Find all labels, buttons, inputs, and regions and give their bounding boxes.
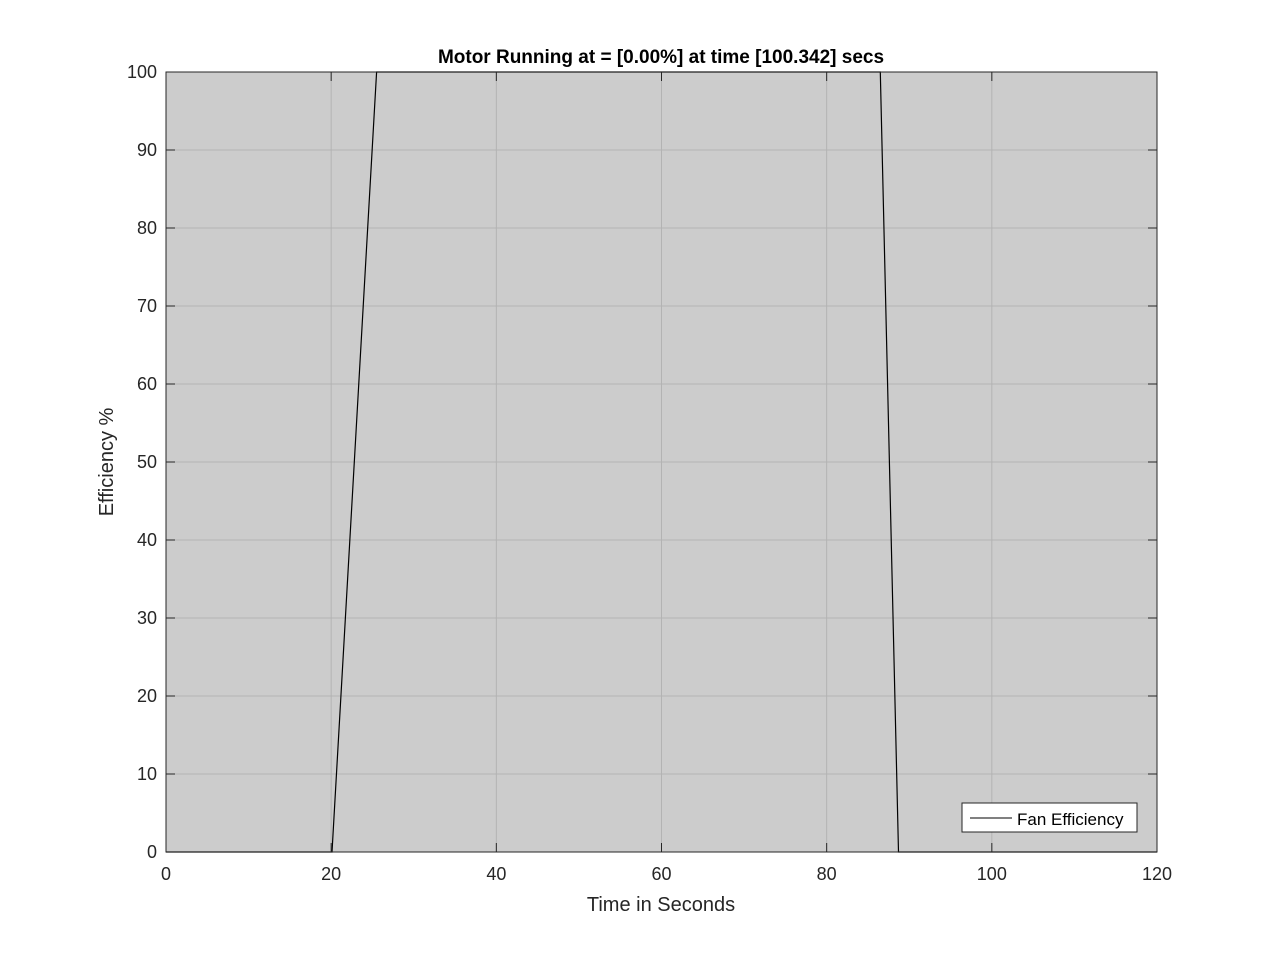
tick-marks [165, 71, 1158, 853]
y-tick-label: 70 [137, 296, 157, 316]
chart-title: Motor Running at = [0.00%] at time [100.… [438, 47, 884, 68]
legend: Fan Efficiency [961, 802, 1138, 833]
y-tick-label: 60 [137, 374, 157, 394]
y-tick-label: 80 [137, 218, 157, 238]
y-tick-label: 30 [137, 608, 157, 628]
y-axis-label: Efficiency % [96, 408, 118, 517]
grid-lines [166, 72, 1157, 852]
y-tick-label: 20 [137, 686, 157, 706]
x-axis-label: Time in Seconds [587, 894, 735, 916]
x-tick-label: 0 [161, 864, 171, 884]
x-tick-label: 60 [651, 864, 671, 884]
y-tick-label: 100 [127, 62, 157, 82]
y-tick-label: 0 [147, 842, 157, 862]
y-tick-labels: 0 10 20 30 40 50 60 70 80 90 100 [127, 62, 157, 862]
y-tick-label: 50 [137, 452, 157, 472]
y-tick-label: 10 [137, 764, 157, 784]
x-tick-labels: 0 20 40 60 80 100 120 [161, 864, 1172, 884]
x-tick-label: 100 [977, 864, 1007, 884]
legend-label-fan-efficiency: Fan Efficiency [1017, 810, 1124, 829]
x-tick-label: 80 [817, 864, 837, 884]
x-tick-label: 20 [321, 864, 341, 884]
x-tick-label: 40 [486, 864, 506, 884]
y-tick-label: 40 [137, 530, 157, 550]
y-tick-label: 90 [137, 140, 157, 160]
x-tick-label: 120 [1142, 864, 1172, 884]
